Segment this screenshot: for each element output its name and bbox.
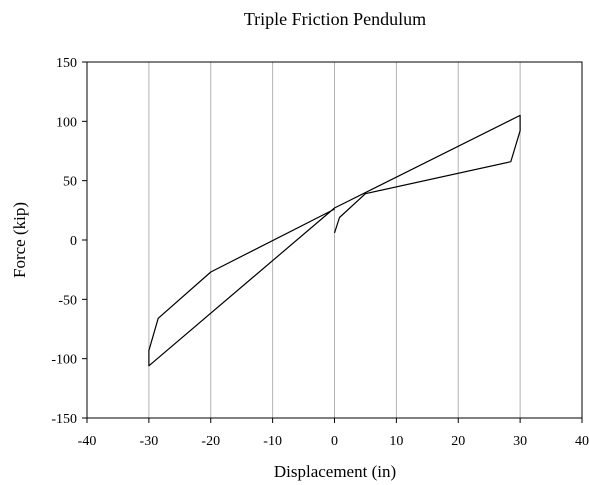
x-tick-label: -10 [263, 434, 282, 449]
y-axis-label: Force (kip) [10, 202, 29, 278]
x-tick-label: 0 [331, 434, 338, 449]
y-tick-label: 0 [70, 234, 77, 249]
chart-title: Triple Friction Pendulum [244, 9, 426, 29]
series-line [148, 114, 521, 367]
y-tick-label: 150 [56, 56, 77, 71]
y-tick-label: -100 [51, 353, 77, 368]
x-tick-label: -20 [201, 434, 220, 449]
x-tick-label: -30 [140, 434, 159, 449]
x-axis-label: Displacement (in) [274, 462, 396, 481]
x-tick-label: 20 [451, 434, 465, 449]
y-axis-ticks: -150 -100 -50 0 50 100 150 [51, 56, 87, 427]
series-group [148, 114, 521, 367]
gridlines [148, 62, 521, 418]
y-tick-label: 100 [56, 115, 77, 130]
x-axis-ticks: -40 -30 -20 -10 0 10 20 30 40 [78, 418, 589, 449]
y-tick-label: -50 [58, 293, 77, 308]
y-tick-label: 50 [63, 175, 77, 190]
x-tick-label: -40 [78, 434, 97, 449]
y-tick-label: -150 [51, 412, 77, 427]
x-tick-label: 40 [575, 434, 589, 449]
x-tick-label: 10 [389, 434, 403, 449]
x-tick-label: 30 [513, 434, 527, 449]
